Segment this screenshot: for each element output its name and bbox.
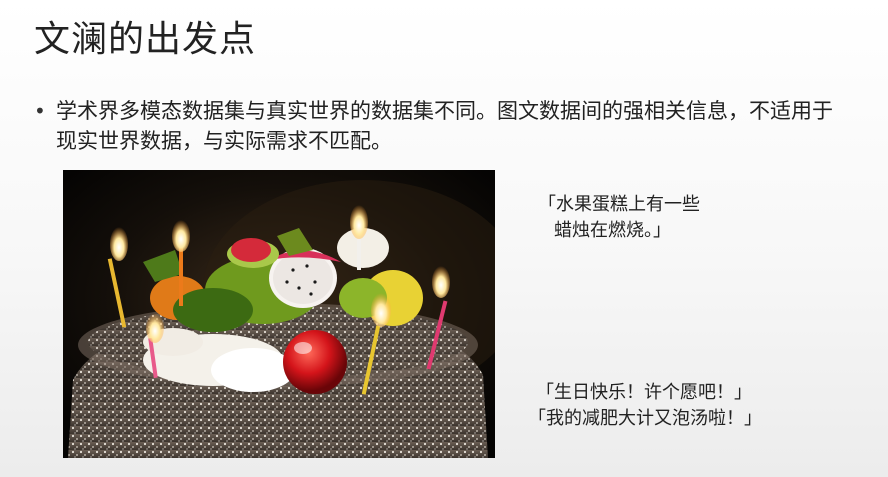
birthday-cake-photo bbox=[63, 170, 495, 458]
slide-title: 文澜的出发点 bbox=[34, 19, 257, 60]
real-world-caption: 「生日快乐！许个愿吧！」 「我的减肥大计又泡汤啦！」 bbox=[528, 380, 762, 432]
literal-caption-line-1: 「水果蛋糕上有一些 bbox=[538, 194, 700, 215]
real-world-caption-line-1: 「生日快乐！许个愿吧！」 bbox=[536, 382, 752, 403]
cake-illustration bbox=[63, 170, 495, 458]
literal-caption: 「水果蛋糕上有一些 蜡烛在燃烧。」 bbox=[538, 192, 700, 244]
bullet-point: • 学术界多模态数据集与真实世界的数据集不同。图文数据间的强相关信息，不适用于现… bbox=[34, 96, 854, 156]
bullet-dot-icon: • bbox=[34, 99, 46, 123]
bullet-text: 学术界多模态数据集与真实世界的数据集不同。图文数据间的强相关信息，不适用于现实世… bbox=[56, 99, 833, 153]
literal-caption-line-2: 蜡烛在燃烧。」 bbox=[554, 220, 671, 241]
real-world-caption-line-2: 「我的减肥大计又泡汤啦！」 bbox=[528, 408, 762, 429]
